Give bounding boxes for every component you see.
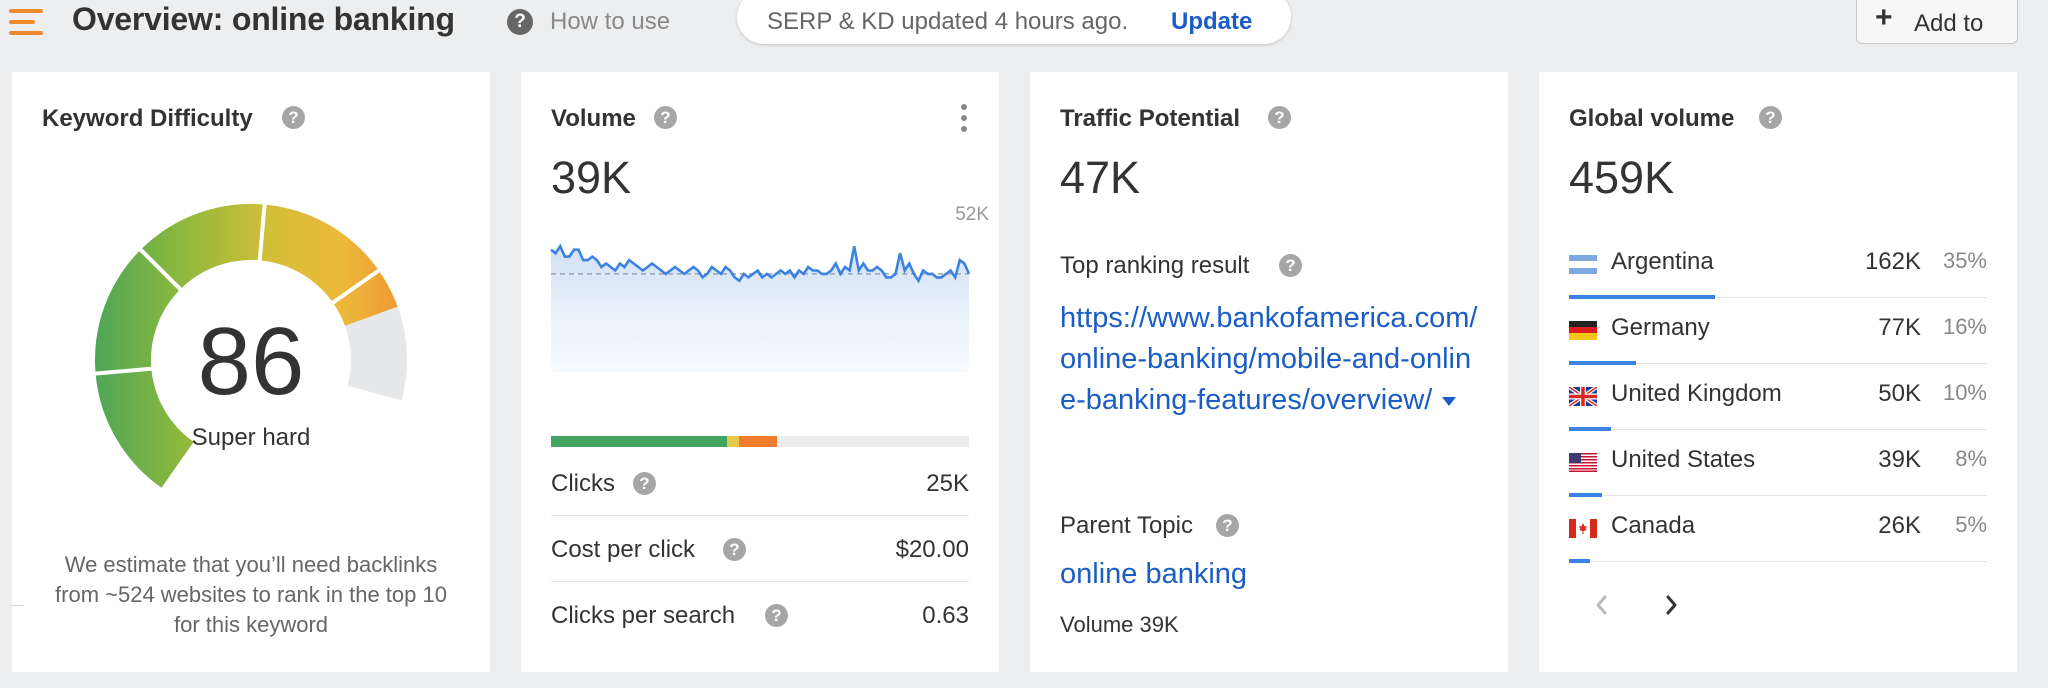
cpc-help-icon[interactable]: ? [723,538,746,561]
clicks-distribution-bar [551,436,969,447]
country-share-bar [1569,295,1715,299]
traffic-potential-help-icon[interactable]: ? [1268,106,1291,129]
global-volume-card: Global volume ? 459K Argentina 162K 35% … [1539,72,2017,672]
kd-gauge-separator [137,246,184,293]
global-volume-help-icon[interactable]: ? [1759,106,1782,129]
hamburger-menu-icon[interactable] [9,9,43,35]
country-row[interactable]: United Kingdom 50K 10% [1569,364,1987,431]
how-to-use-link[interactable]: How to use [550,8,671,35]
traffic-potential-card: Traffic Potential ? 47K Top ranking resu… [1030,72,1508,672]
country-name: Canada [1611,512,1696,539]
serp-status-text: SERP & KD updated 4 hours ago. [767,8,1129,35]
country-volume: 162K [1864,248,1921,275]
chevron-left-icon[interactable] [1587,590,1617,620]
clicks-value: 25K [926,470,969,497]
country-name: United Kingdom [1611,380,1782,407]
kd-gauge [93,202,407,488]
flag-germany-icon [1569,321,1597,340]
chart-max-label: 52K [955,204,989,225]
page-background [0,672,2048,688]
kd-gauge-separator [330,267,382,306]
other-clicks-segment [739,436,777,447]
serp-status-banner: SERP & KD updated 4 hours ago. Update [737,0,1291,44]
volume-title: Volume [551,105,636,132]
country-name: Germany [1611,314,1710,341]
top-bar: Overview: online banking ? How to use SE… [0,0,2048,50]
country-percent: 16% [1942,314,1987,339]
kd-gauge-fill [95,204,398,488]
volume-value: 39K [551,152,632,203]
cpc-label: Cost per click [551,536,696,563]
traffic-potential-title: Traffic Potential [1060,105,1241,132]
card-divider [12,605,24,606]
kd-score: 86 [197,308,305,415]
volume-trend-area [551,246,969,372]
add-to-button[interactable]: + Add to [1856,0,2018,44]
top-ranking-help-icon[interactable]: ? [1279,254,1302,277]
update-button[interactable]: Update [1171,8,1253,35]
country-percent: 10% [1942,380,1987,405]
country-volume: 39K [1878,446,1921,473]
parent-topic-volume: Volume 39K [1060,612,1179,637]
country-share-bar [1569,559,1590,563]
country-percent: 5% [1955,512,1987,537]
volume-trend-line [550,243,971,284]
metric-row-cps: Clicks per search ? 0.63 [551,582,969,648]
keyword-difficulty-card: Keyword Difficulty ? 86 Super hard We es… [12,72,490,672]
global-volume-value: 459K [1569,152,1675,203]
kd-rating: Super hard [191,424,311,451]
kd-gauge-separator [93,366,154,376]
clicks-help-icon[interactable]: ? [633,472,656,495]
plus-icon: + [1875,1,1893,34]
country-row[interactable]: United States 39K 8% [1569,430,1987,497]
flag-us-icon [1569,453,1597,472]
volume-help-icon[interactable]: ? [654,106,677,129]
question-circle-icon[interactable]: ? [507,9,533,35]
traffic-potential-value: 47K [1060,152,1141,203]
chevron-right-icon[interactable] [1656,590,1686,620]
cps-value: 0.63 [922,602,969,629]
metric-row-cpc: Cost per click ? $20.00 [551,516,969,582]
organic-clicks-segment [551,436,727,447]
flag-argentina-icon [1569,255,1597,274]
country-row[interactable]: Germany 77K 16% [1569,298,1987,365]
parent-topic-help-icon[interactable]: ? [1216,514,1239,537]
country-row[interactable]: Canada 26K 5% [1569,496,1987,563]
paid-clicks-segment [726,436,740,447]
country-name: United States [1611,446,1756,473]
caret-down-icon[interactable] [1442,396,1457,406]
clicks-label: Clicks [551,470,615,497]
page-title: Overview: online banking [72,1,455,37]
country-percent: 35% [1942,248,1987,273]
top-ranking-url-text[interactable]: https://www.bankofamerica.com/online-ban… [1060,302,1478,416]
top-ranking-label: Top ranking result [1060,252,1250,279]
flag-uk-icon [1569,387,1597,406]
flag-canada-icon [1569,519,1597,538]
kd-gauge-separator [257,202,267,263]
country-percent: 8% [1955,446,1987,471]
keyword-difficulty-title: Keyword Difficulty [42,105,253,132]
country-volume: 50K [1878,380,1921,407]
kd-description: We estimate that you’ll need backlinks f… [55,552,447,637]
top-ranking-url[interactable]: https://www.bankofamerica.com/online-ban… [1060,298,1480,421]
parent-topic-label: Parent Topic [1060,512,1193,539]
cpc-value: $20.00 [895,536,969,563]
country-share-bar [1569,361,1636,365]
cps-label: Clicks per search [551,602,736,629]
country-volume: 77K [1878,314,1921,341]
country-share-bar [1569,493,1602,497]
volume-trend-chart [550,243,971,372]
add-to-label: Add to [1914,10,1984,37]
more-options-icon[interactable] [959,104,969,134]
volume-card: Volume ? 39K 52K Clicks ? 25K Cost per c… [521,72,999,672]
metric-row-clicks: Clicks ? 25K [551,450,969,516]
country-row[interactable]: Argentina 162K 35% [1569,232,1987,299]
cps-help-icon[interactable]: ? [765,604,788,627]
country-volume: 26K [1878,512,1921,539]
parent-topic-link[interactable]: online banking [1060,558,1248,590]
country-name: Argentina [1611,248,1714,275]
kd-help-icon[interactable]: ? [282,106,305,129]
global-volume-title: Global volume [1569,105,1735,132]
country-share-bar [1569,427,1611,431]
